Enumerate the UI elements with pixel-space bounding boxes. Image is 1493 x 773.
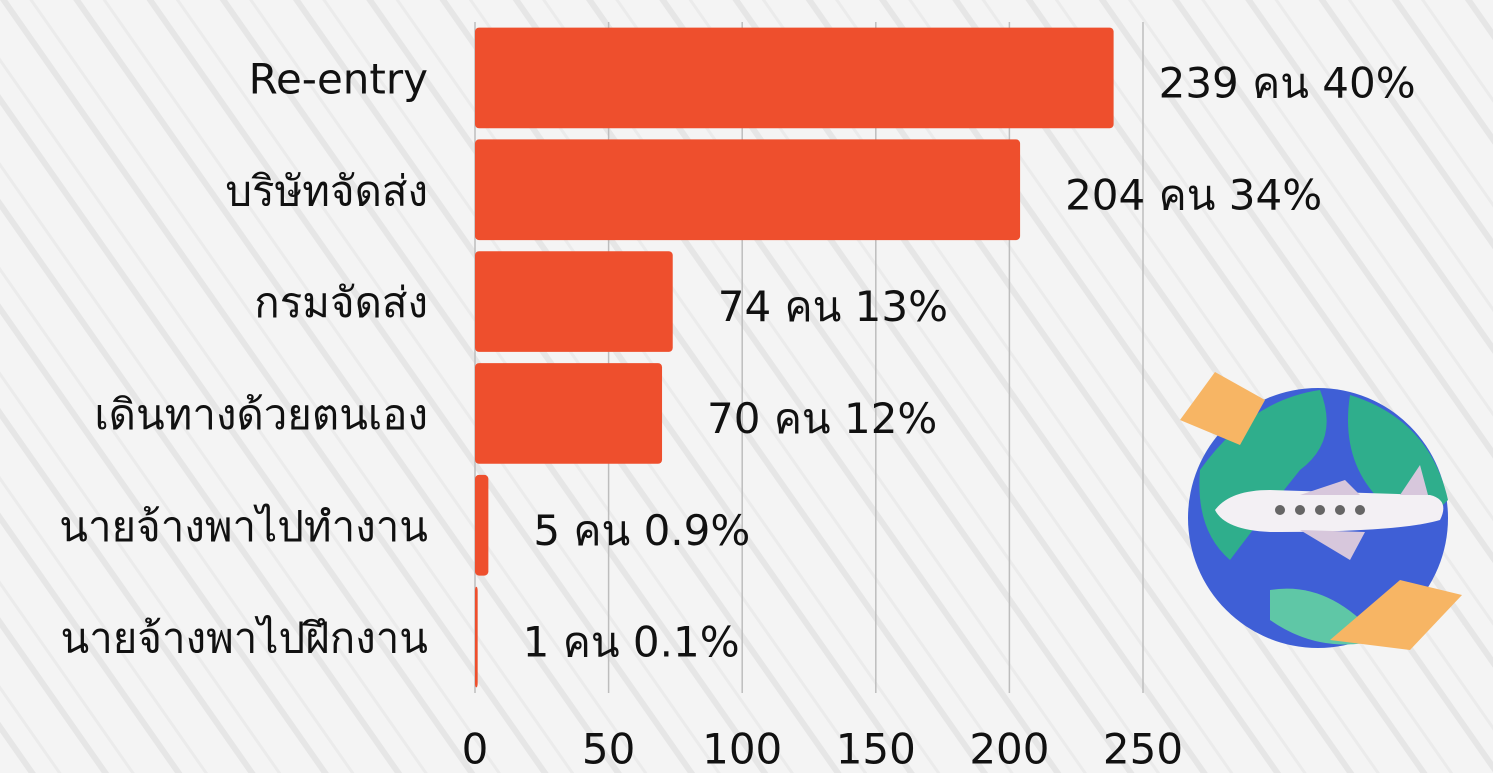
x-tick-label: 100	[702, 725, 782, 773]
value-label: 5 คน 0.9%	[533, 506, 750, 555]
category-label: กรมจัดส่ง	[254, 278, 428, 327]
x-tick-label: 200	[969, 725, 1049, 773]
value-label: 239 คน 40%	[1159, 58, 1416, 107]
value-label: 70 คน 12%	[707, 394, 937, 443]
bar	[475, 139, 1020, 240]
value-label: 1 คน 0.1%	[523, 618, 740, 667]
bar	[475, 475, 488, 576]
x-tick-label: 0	[462, 725, 489, 773]
category-label: บริษัทจัดส่ง	[225, 166, 428, 215]
x-tick-label: 250	[1103, 725, 1183, 773]
value-label: 204 คน 34%	[1065, 170, 1322, 219]
category-label: Re-entry	[249, 54, 428, 103]
page: 0 50 100 150 200 250 Re-entry 239 คน 40% บริษัทจ…	[0, 0, 1493, 773]
category-label: นายจ้างพาไปทำงาน	[59, 502, 428, 551]
value-label: 74 คน 13%	[718, 282, 948, 331]
bar	[475, 28, 1114, 129]
category-label: เดินทางด้วยตนเอง	[94, 390, 428, 439]
bar	[475, 363, 662, 464]
category-label: นายจ้างพาไปฝึกงาน	[61, 614, 429, 663]
x-tick-label: 150	[836, 725, 916, 773]
bar	[475, 587, 478, 688]
chart: 0 50 100 150 200 250 Re-entry 239 คน 40% บริษัทจ…	[0, 0, 1493, 773]
x-tick-label: 50	[582, 725, 635, 773]
bar	[475, 251, 673, 352]
